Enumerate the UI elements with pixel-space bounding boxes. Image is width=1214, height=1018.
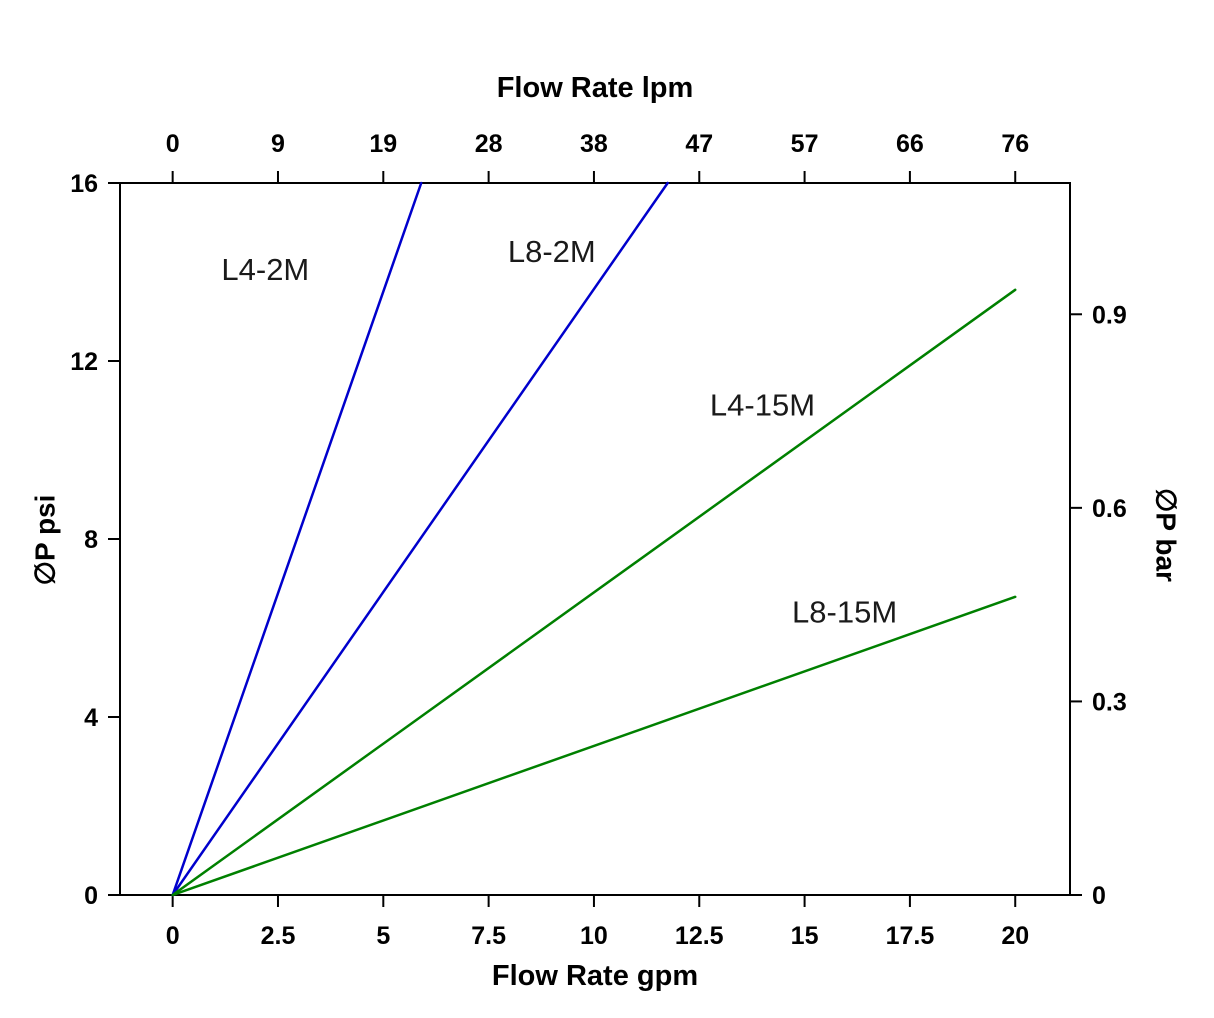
bottom-tick-label: 20 [1001, 922, 1029, 950]
top-tick-label: 9 [271, 130, 285, 158]
bottom-tick-label: 12.5 [675, 922, 724, 950]
bottom-tick-label: 15 [791, 922, 819, 950]
left-tick-label: 4 [84, 704, 98, 732]
left-tick-label: 8 [84, 526, 98, 554]
right-tick-label: 0.3 [1092, 688, 1127, 716]
series-line-l4-2m [171, 181, 423, 897]
bottom-tick-label: 10 [580, 922, 608, 950]
left-tick-label: 16 [70, 170, 98, 198]
top-tick-label: 57 [791, 130, 819, 158]
top-tick-label: 28 [475, 130, 503, 158]
left-axis-title: ∅P psi [29, 494, 61, 586]
plot-box [119, 182, 1071, 896]
bottom-tick-label: 0 [166, 922, 180, 950]
top-tick-label: 19 [369, 130, 397, 158]
right-axis-title: ∅P bar [1150, 488, 1182, 582]
bottom-tick-label: 2.5 [261, 922, 296, 950]
left-tick-label: 0 [84, 882, 98, 910]
bottom-axis-title: Flow Rate gpm [491, 960, 699, 992]
top-tick-label: 47 [685, 130, 713, 158]
bottom-tick-label: 7.5 [471, 922, 506, 950]
series-line-l8-2m [171, 181, 669, 897]
bottom-tick-label: 17.5 [886, 922, 935, 950]
bottom-tick-label: 5 [376, 922, 390, 950]
series-label-l4-2m: L4-2M [221, 252, 309, 287]
top-tick-label: 38 [580, 130, 608, 158]
right-tick-label: 0.9 [1092, 301, 1127, 329]
top-tick-label: 76 [1001, 130, 1029, 158]
series-line-l4-15m [171, 288, 1017, 897]
right-tick-label: 0.6 [1092, 495, 1127, 523]
top-tick-label: 66 [896, 130, 924, 158]
top-axis-title: Flow Rate lpm [496, 72, 694, 104]
left-tick-label: 12 [70, 348, 98, 376]
series-label-l8-2m: L8-2M [508, 234, 596, 269]
series-line-l8-15m [171, 595, 1017, 897]
series-label-l8-15m: L8-15M [792, 594, 897, 629]
series-label-l4-15m: L4-15M [710, 388, 815, 423]
right-tick-label: 0 [1092, 882, 1106, 910]
top-tick-label: 0 [166, 130, 180, 158]
